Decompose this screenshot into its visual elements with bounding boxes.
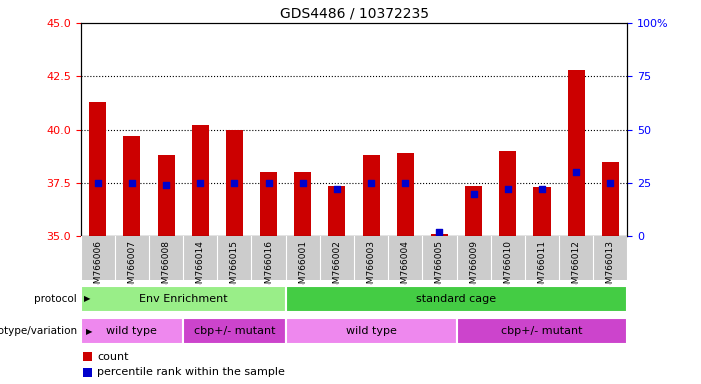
Text: GSM766005: GSM766005 [435,240,444,295]
Text: GSM766003: GSM766003 [367,240,376,295]
Bar [362,155,380,236]
Text: GSM766002: GSM766002 [332,240,341,295]
Text: GSM766014: GSM766014 [196,240,205,295]
Point [195,180,206,186]
Point [536,186,547,192]
Point [400,180,411,186]
Text: GSM766009: GSM766009 [469,240,478,295]
Bar [81,318,183,344]
Point [434,229,445,235]
Point [297,180,308,186]
Point [229,180,240,186]
Text: GSM766015: GSM766015 [230,240,239,295]
Point [571,169,582,175]
Text: cbp+/- mutant: cbp+/- mutant [193,326,275,336]
Bar [183,318,286,344]
Text: GSM766012: GSM766012 [571,240,580,295]
Text: GSM766007: GSM766007 [128,240,137,295]
Bar [226,129,243,236]
Bar [601,162,619,236]
Text: wild type: wild type [107,326,157,336]
Text: GSM766011: GSM766011 [538,240,547,295]
Bar [465,186,482,236]
Bar [123,136,140,236]
Text: GSM766010: GSM766010 [503,240,512,295]
Bar [533,187,550,236]
Point [263,180,274,186]
Text: count: count [97,352,128,362]
Text: GSM766004: GSM766004 [401,240,410,295]
Text: GSM766006: GSM766006 [93,240,102,295]
Bar [286,318,456,344]
Text: protocol: protocol [34,293,77,304]
Text: standard cage: standard cage [416,293,496,304]
Text: cbp+/- mutant: cbp+/- mutant [501,326,583,336]
Bar [89,102,107,236]
Text: Env Enrichment: Env Enrichment [139,293,227,304]
Bar [83,368,92,377]
Bar [568,70,585,236]
Text: genotype/variation: genotype/variation [0,326,77,336]
Point [92,180,103,186]
Title: GDS4486 / 10372235: GDS4486 / 10372235 [280,7,428,20]
Text: GSM766013: GSM766013 [606,240,615,295]
Text: percentile rank within the sample: percentile rank within the sample [97,367,285,377]
Bar [286,286,627,311]
Text: GSM766001: GSM766001 [298,240,307,295]
Text: GSM766016: GSM766016 [264,240,273,295]
Text: ▶: ▶ [84,294,90,303]
Bar [83,352,92,361]
Bar [81,286,286,311]
Bar [499,151,517,236]
Bar [431,234,448,236]
Point [161,182,172,188]
Bar [294,172,311,236]
Point [126,180,137,186]
Point [365,180,376,186]
Text: wild type: wild type [346,326,397,336]
Point [332,186,343,192]
Bar [397,153,414,236]
Text: ▶: ▶ [86,327,93,336]
Bar [456,318,627,344]
Bar [328,186,346,236]
Bar [191,125,209,236]
Bar [158,155,175,236]
Point [468,190,479,197]
Bar [260,172,277,236]
Point [502,186,513,192]
Point [605,180,616,186]
Text: GSM766008: GSM766008 [161,240,170,295]
